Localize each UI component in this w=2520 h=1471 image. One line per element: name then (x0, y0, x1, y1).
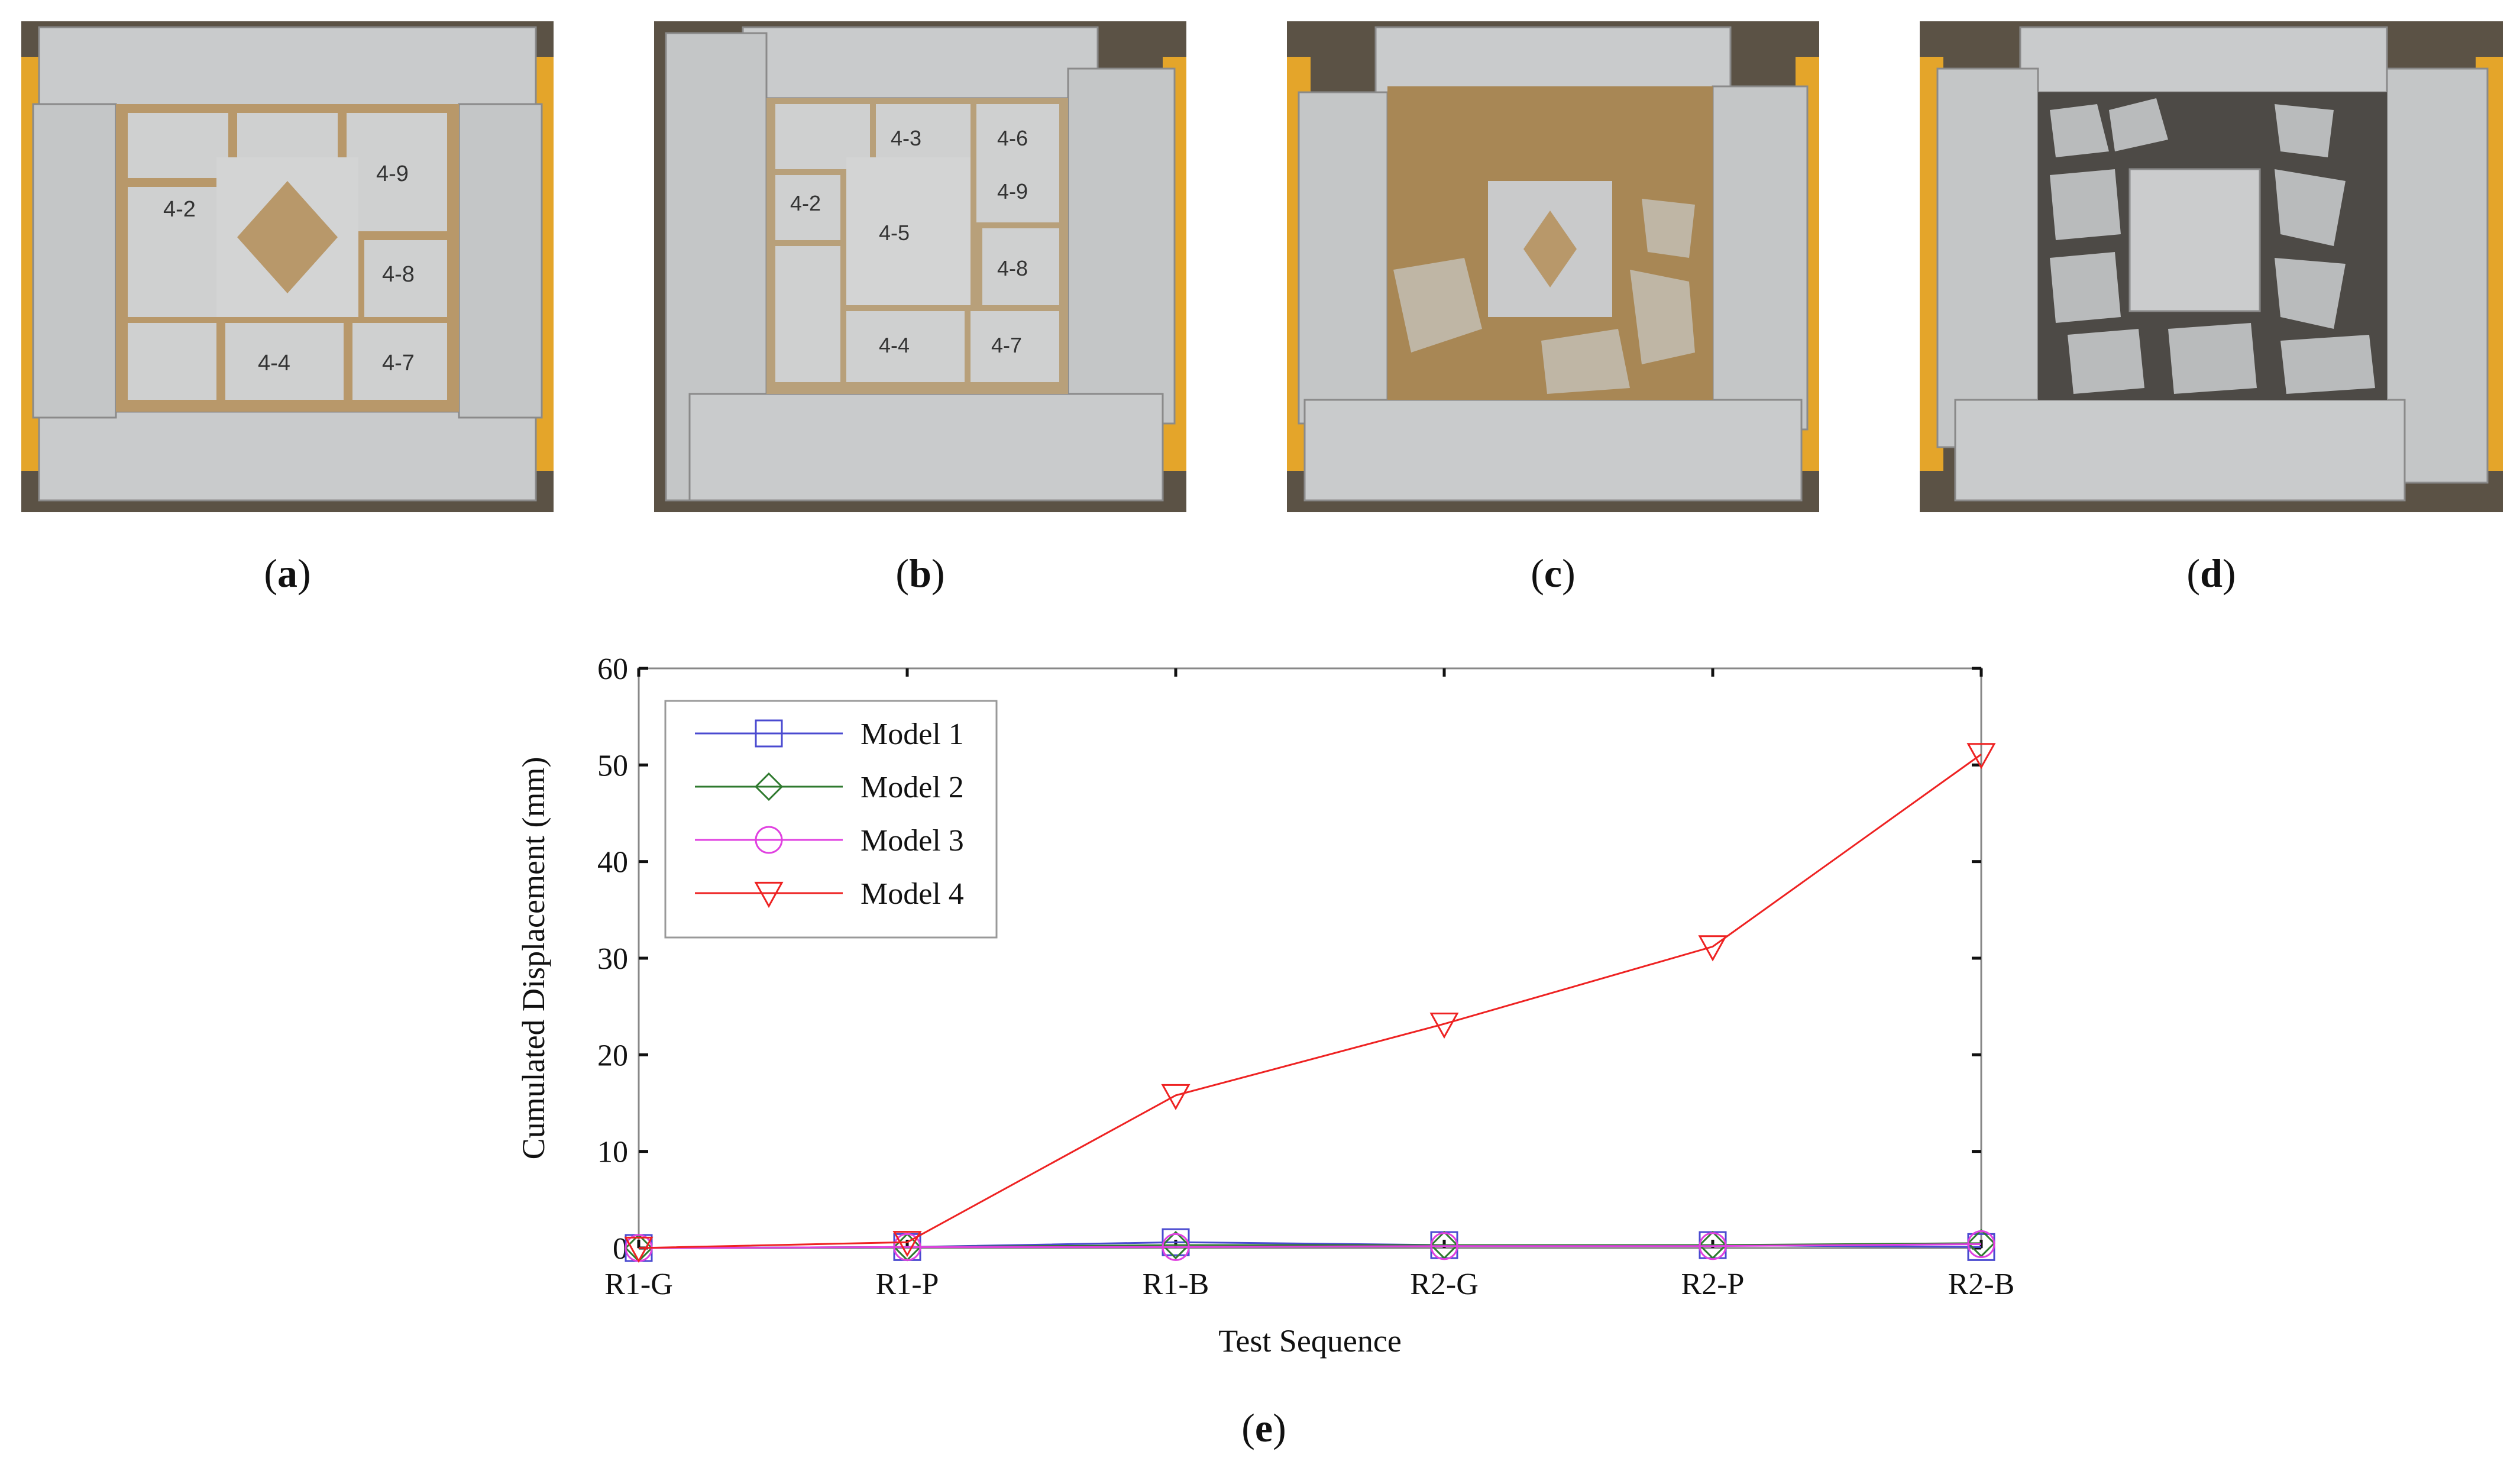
legend-marker (754, 772, 784, 801)
data-point (893, 1233, 921, 1261)
y-tick-label: 10 (597, 1136, 628, 1169)
data-point (1161, 1230, 1191, 1260)
stone-label: 4-8 (997, 256, 1028, 280)
stone-label: 4-4 (879, 333, 910, 357)
data-point (1699, 1232, 1727, 1260)
legend-marker (755, 826, 783, 854)
data-point (1430, 1232, 1458, 1260)
x-tick-label: R1-B (1143, 1268, 1209, 1301)
legend-entry: Model 4 (861, 877, 964, 911)
stone-label: 4-7 (991, 333, 1022, 357)
caption-c: (c) (1531, 551, 1576, 596)
legend-marker (754, 881, 784, 909)
stone-label: 4-4 (258, 351, 290, 376)
data-point (1429, 1012, 1459, 1039)
stone-label: 4-9 (997, 179, 1028, 203)
data-point (1698, 1230, 1728, 1260)
data-point (1698, 935, 1728, 962)
y-tick-label: 30 (597, 942, 628, 976)
series-line (638, 1243, 1982, 1249)
series-layer (624, 743, 1996, 1263)
caption-e: (e) (1241, 1405, 1286, 1450)
series-4 (624, 743, 1996, 1263)
data-point (1966, 1228, 1996, 1257)
series-line (638, 754, 1982, 1249)
data-point (1429, 1230, 1459, 1260)
x-tick-label: R2-G (1410, 1268, 1479, 1301)
x-tick-label: R2-B (1948, 1268, 2015, 1301)
y-axis-label: Cumulated Displacement (mm) (516, 757, 551, 1160)
stone-label: 4-3 (891, 126, 921, 150)
data-point (1966, 743, 1996, 770)
photo-panel-b: 4-2 4-3 4-6 4-9 4-5 4-8 4-4 4-7 (654, 21, 1186, 512)
x-tick-label: R1-P (876, 1268, 939, 1301)
x-tick-label: R2-P (1681, 1268, 1745, 1301)
data-point (1162, 1233, 1190, 1261)
stone-label: 4-6 (997, 126, 1028, 150)
legend: Model 1 Model 2 Model 3 Model 4 (664, 700, 998, 939)
data-point (1161, 1084, 1191, 1111)
x-axis-label: Test Sequence (1218, 1323, 1402, 1359)
data-point (624, 1236, 654, 1263)
photo-panel-c (1287, 21, 1819, 512)
data-point (892, 1231, 922, 1257)
stone-label: 4-7 (382, 351, 415, 376)
y-tick-label: 20 (597, 1039, 628, 1072)
stone-label: 4-2 (790, 191, 821, 215)
caption-a: (a) (264, 551, 311, 596)
caption-d: (d) (2186, 551, 2236, 596)
stone-label: 4-2 (163, 197, 196, 222)
series-3 (625, 1230, 1995, 1262)
y-tick-label: 60 (597, 652, 628, 686)
photo-d-illustration (1920, 21, 2503, 512)
data-point (1967, 1230, 1995, 1258)
legend-box (664, 700, 998, 939)
legend-entry: Model 1 (861, 717, 964, 751)
x-tick-label: R1-G (604, 1268, 673, 1301)
legend-marker (755, 719, 783, 748)
y-tick-label: 50 (597, 749, 628, 783)
photo-a-illustration: 4-2 4-7 4-8 4-4 4-9 (21, 21, 554, 512)
displacement-chart: 0 10 20 30 40 50 60 R1-G R1-P R1-B R2-G R2-P R2-B Mo… (509, 645, 2046, 1384)
photo-b-illustration: 4-2 4-3 4-6 4-9 4-5 4-8 4-4 4-7 (654, 21, 1186, 512)
stone-label: 4-8 (382, 262, 415, 287)
stone-label: 4-9 (376, 161, 409, 186)
photo-panel-d (1920, 21, 2503, 512)
legend-entry: Model 2 (861, 771, 964, 804)
y-tick-label: 40 (597, 846, 628, 880)
photo-panel-a: 4-2 4-7 4-8 4-4 4-9 (21, 21, 554, 512)
legend-entry: Model 3 (861, 824, 964, 858)
caption-b: (b) (895, 551, 945, 596)
stone-label: 4-5 (879, 221, 910, 245)
photo-c-illustration (1287, 21, 1819, 512)
